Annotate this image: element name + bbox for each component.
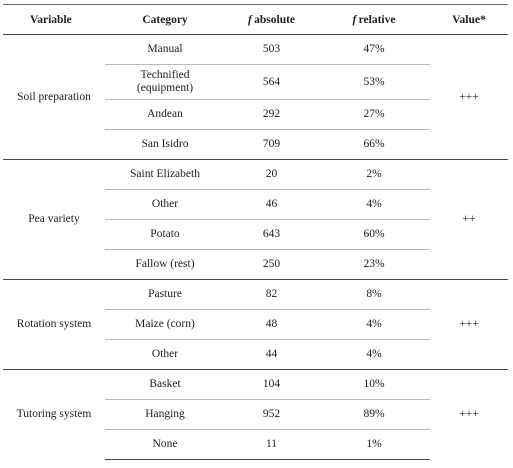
category-cell: Basket bbox=[105, 369, 225, 400]
table-row: Andean 292 27% bbox=[3, 99, 508, 130]
f-symbol: f bbox=[247, 13, 252, 26]
category-cell: Other bbox=[105, 339, 225, 370]
absolute-cell: 709 bbox=[225, 129, 318, 160]
variable-cell: Rotation system bbox=[3, 279, 105, 370]
absolute-cell: 48 bbox=[225, 309, 318, 340]
category-cell: Fallow (rest) bbox=[105, 249, 225, 280]
table-row: Hanging 952 89% bbox=[3, 399, 508, 430]
header-category: Category bbox=[105, 4, 225, 35]
relative-cell: 4% bbox=[318, 339, 430, 370]
absolute-cell: 292 bbox=[225, 99, 318, 130]
relative-cell: 66% bbox=[318, 129, 430, 160]
category-cell: Potato bbox=[105, 219, 225, 250]
table-row: Rotation system Pasture 82 8% +++ bbox=[3, 279, 508, 370]
category-cell: San Isidro bbox=[105, 129, 225, 160]
header-relative: f relative bbox=[318, 4, 430, 35]
category-cell: Maize (corn) bbox=[105, 309, 225, 340]
absolute-cell: 46 bbox=[225, 189, 318, 220]
absolute-cell: 20 bbox=[225, 159, 318, 190]
category-cell: Hanging bbox=[105, 399, 225, 430]
absolute-cell: 104 bbox=[225, 369, 318, 400]
table-row: Other 46 4% bbox=[3, 189, 508, 220]
relative-cell: 8% bbox=[318, 279, 430, 310]
table-row: Other 44 4% bbox=[3, 339, 508, 370]
relative-cell: 60% bbox=[318, 219, 430, 250]
absolute-cell: 643 bbox=[225, 219, 318, 250]
absolute-cell: 250 bbox=[225, 249, 318, 280]
table-row: Potato 643 60% bbox=[3, 219, 508, 250]
table-row: None 11 1% bbox=[3, 429, 508, 460]
category-cell: Other bbox=[105, 189, 225, 220]
category-cell: Technified (equipment) bbox=[105, 64, 225, 100]
variable-cell: Pea variety bbox=[3, 159, 105, 280]
category-cell: Manual bbox=[105, 34, 225, 65]
absolute-cell: 82 bbox=[225, 279, 318, 310]
header-value: Value* bbox=[430, 4, 508, 35]
table-row: Tutoring system Basket 104 10% +++ bbox=[3, 369, 508, 460]
relative-cell: 10% bbox=[318, 369, 430, 400]
relative-cell: 27% bbox=[318, 99, 430, 130]
frequency-table: Variable Category f absolute f relative … bbox=[3, 4, 508, 460]
variable-cell: Soil preparation bbox=[3, 34, 105, 160]
category-cell: Saint Elizabeth bbox=[105, 159, 225, 190]
category-line-2: (equipment) bbox=[136, 82, 194, 94]
variable-cell: Tutoring system bbox=[3, 369, 105, 460]
relative-cell: 53% bbox=[318, 64, 430, 100]
category-line-1: Technified bbox=[140, 69, 190, 81]
table-row: Technified (equipment) 564 53% bbox=[3, 64, 508, 100]
header-absolute-label: absolute bbox=[254, 13, 296, 26]
absolute-cell: 503 bbox=[225, 34, 318, 65]
header-row: Variable Category f absolute f relative … bbox=[3, 4, 508, 35]
table-row: San Isidro 709 66% bbox=[3, 129, 508, 160]
relative-cell: 1% bbox=[318, 429, 430, 460]
relative-cell: 47% bbox=[318, 34, 430, 65]
relative-cell: 23% bbox=[318, 249, 430, 280]
header-relative-label: relative bbox=[358, 13, 396, 26]
category-cell: None bbox=[105, 429, 225, 460]
absolute-cell: 564 bbox=[225, 64, 318, 100]
table-row: Maize (corn) 48 4% bbox=[3, 309, 508, 340]
absolute-cell: 11 bbox=[225, 429, 318, 460]
header-variable: Variable bbox=[3, 4, 105, 35]
value-cell: +++ bbox=[430, 34, 508, 160]
category-cell: Pasture bbox=[105, 279, 225, 310]
category-cell: Andean bbox=[105, 99, 225, 130]
table-row: Soil preparation Manual 503 47% +++ bbox=[3, 34, 508, 160]
relative-cell: 4% bbox=[318, 309, 430, 340]
header-absolute: f absolute bbox=[225, 4, 318, 35]
value-cell: +++ bbox=[430, 279, 508, 370]
absolute-cell: 952 bbox=[225, 399, 318, 430]
absolute-cell: 44 bbox=[225, 339, 318, 370]
table-row: Fallow (rest) 250 23% bbox=[3, 249, 508, 280]
value-cell: ++ bbox=[430, 159, 508, 280]
table-row: Pea variety Saint Elizabeth 20 2% ++ bbox=[3, 159, 508, 280]
f-symbol: f bbox=[352, 13, 357, 26]
relative-cell: 4% bbox=[318, 189, 430, 220]
relative-cell: 2% bbox=[318, 159, 430, 190]
relative-cell: 89% bbox=[318, 399, 430, 430]
value-cell: +++ bbox=[430, 369, 508, 460]
